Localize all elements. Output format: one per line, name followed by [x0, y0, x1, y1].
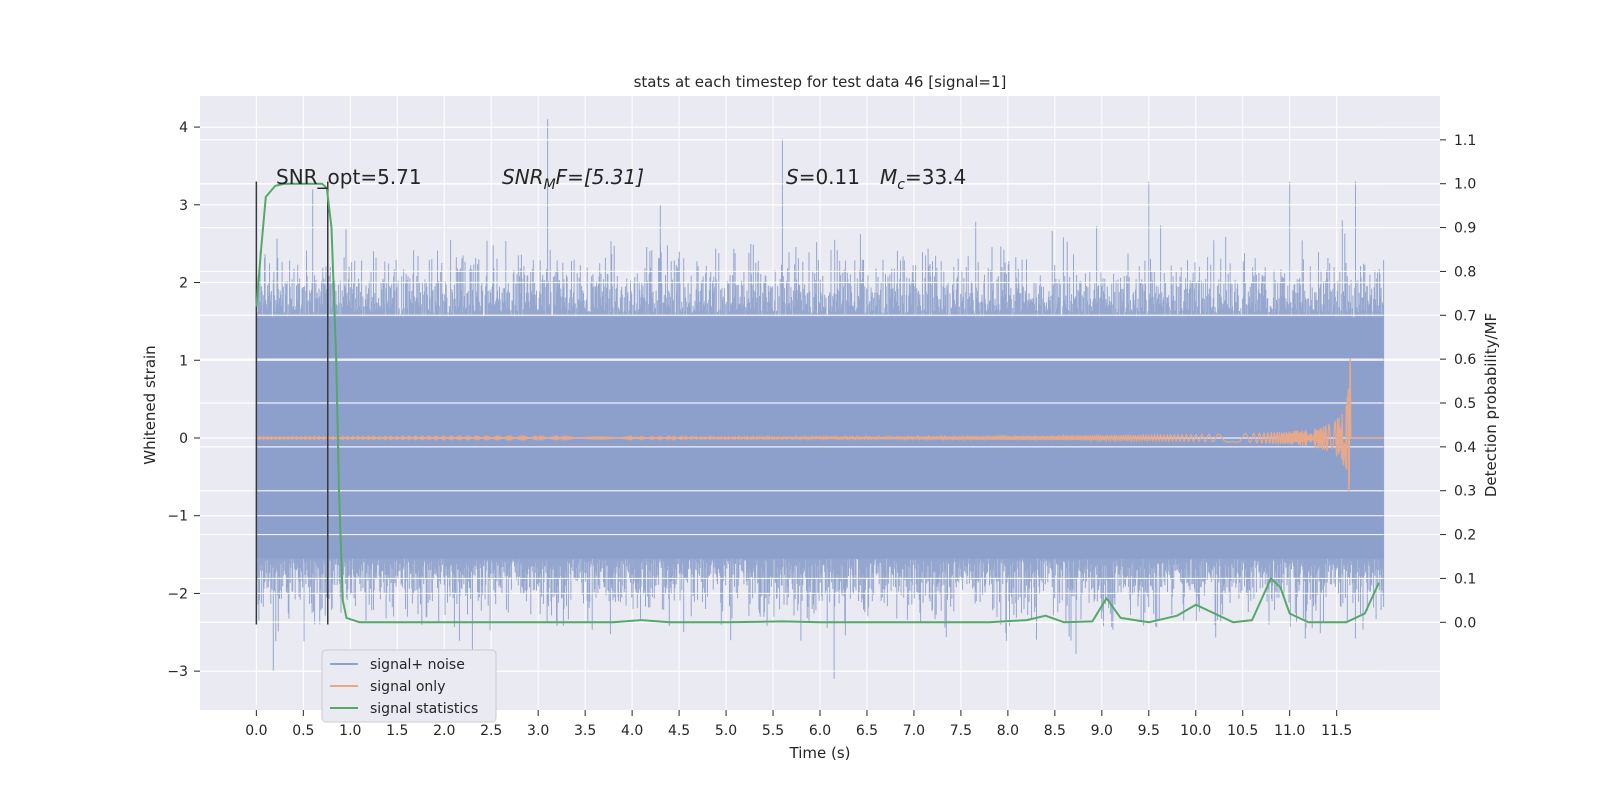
x-tick-label: 3.5 [574, 723, 596, 739]
x-tick-label: 10.0 [1180, 723, 1211, 739]
x-tick-label: 6.0 [809, 723, 831, 739]
annotation-snr-mf-sub: M [544, 177, 556, 193]
annotation-snr-mf: SNRMF=[5.31] [502, 165, 644, 193]
chart-title: stats at each timestep for test data 46 … [634, 73, 1007, 91]
y2-tick-label: 0.4 [1454, 440, 1476, 456]
x-tick-label: 7.5 [950, 723, 972, 739]
x-tick-label: 1.5 [386, 723, 408, 739]
x-tick-label: 8.5 [1044, 723, 1066, 739]
y2-tick-label: 0.9 [1454, 221, 1476, 237]
y-tick-label: −1 [167, 509, 188, 525]
annotation-s: S=0.11 [786, 165, 860, 189]
y-tick-label: 4 [179, 120, 188, 136]
series-signal-only [255, 358, 1384, 492]
series-signal-statistics [255, 182, 1380, 624]
y-tick-label: −2 [167, 586, 188, 602]
x-tick-label: 6.5 [856, 723, 878, 739]
y2-tick-label: 0.8 [1454, 264, 1476, 280]
x-tick-label: 11.0 [1274, 723, 1305, 739]
x-tick-label: 4.0 [621, 723, 643, 739]
annotation-snr-mf-rest-italic: F=[5.31] [556, 165, 644, 189]
y2-tick-label: 0.0 [1454, 615, 1476, 631]
annotation-mc-val: =33.4 [905, 165, 966, 189]
x-tick-label: 0.0 [245, 723, 267, 739]
x-tick-label: 2.5 [480, 723, 502, 739]
y-axis-ticks: 4 3 2 1 0 −1 −2 −3 [167, 120, 200, 680]
annotation-s-var: S [786, 165, 799, 189]
annotation-s-val: =0.11 [799, 165, 860, 189]
y2-tick-label: 0.3 [1454, 484, 1476, 500]
x-tick-label: 1.0 [339, 723, 361, 739]
y2-tick-label: 1.1 [1454, 133, 1476, 149]
annotation-mc-sub: c [897, 177, 905, 193]
y-tick-label: 1 [179, 353, 188, 369]
vertical-markers [255, 181, 329, 625]
x-tick-label: 3.0 [527, 723, 549, 739]
y2-tick-label: 0.1 [1454, 571, 1476, 587]
y2-tick-label: 0.2 [1454, 528, 1476, 544]
x-tick-label: 5.5 [762, 723, 784, 739]
y-tick-label: 0 [179, 431, 188, 447]
y2-axis-label: Detection probability/MF [1482, 313, 1500, 497]
y2-axis-ticks: 1.1 1.0 0.9 0.8 0.7 0.6 0.5 0.4 0.3 0.2 0.1 0.0 [1440, 133, 1476, 631]
x-tick-label: 11.5 [1321, 723, 1352, 739]
legend-label-signal-noise: signal+ noise [370, 657, 465, 673]
annotation-mc: Mc=33.4 [880, 165, 966, 193]
x-tick-label: 2.0 [433, 723, 455, 739]
annotation-mc-var: M [880, 165, 897, 189]
x-tick-label: 5.0 [715, 723, 737, 739]
annotation-snr-mf-main: SNR [502, 165, 544, 189]
y2-tick-label: 0.6 [1454, 352, 1476, 368]
x-tick-label: 7.0 [903, 723, 925, 739]
legend-label-signal-only: signal only [370, 679, 445, 695]
x-tick-label: 9.5 [1138, 723, 1160, 739]
legend-label-signal-statistics: signal statistics [370, 701, 478, 717]
x-tick-label: 4.5 [668, 723, 690, 739]
annotation-snr-opt: SNR_opt=5.71 [276, 165, 422, 189]
y-axis-label: Whitened strain [141, 345, 159, 464]
y2-tick-label: 0.7 [1454, 308, 1476, 324]
legend-box [321, 649, 497, 723]
x-tick-label: 8.0 [997, 723, 1019, 739]
y2-tick-label: 1.0 [1454, 177, 1476, 193]
x-tick-label: 10.5 [1227, 723, 1258, 739]
x-tick-label: 0.5 [292, 723, 314, 739]
y-tick-label: 2 [179, 276, 188, 292]
signal-trace [255, 358, 1384, 492]
x-axis-ticks: 0.0 0.5 1.0 1.5 2.0 2.5 3.0 3.5 4.0 4.5 5.0 5.5 6.0 6… [245, 710, 1352, 739]
statistics-trace [255, 182, 1380, 624]
y2-tick-label: 0.5 [1454, 396, 1476, 412]
x-axis-label: Time (s) [789, 744, 851, 762]
x-tick-label: 9.0 [1091, 723, 1113, 739]
y-tick-label: −3 [167, 664, 188, 680]
y-tick-label: 3 [179, 198, 188, 214]
legend: signal+ noise signal only signal statist… [321, 649, 497, 723]
